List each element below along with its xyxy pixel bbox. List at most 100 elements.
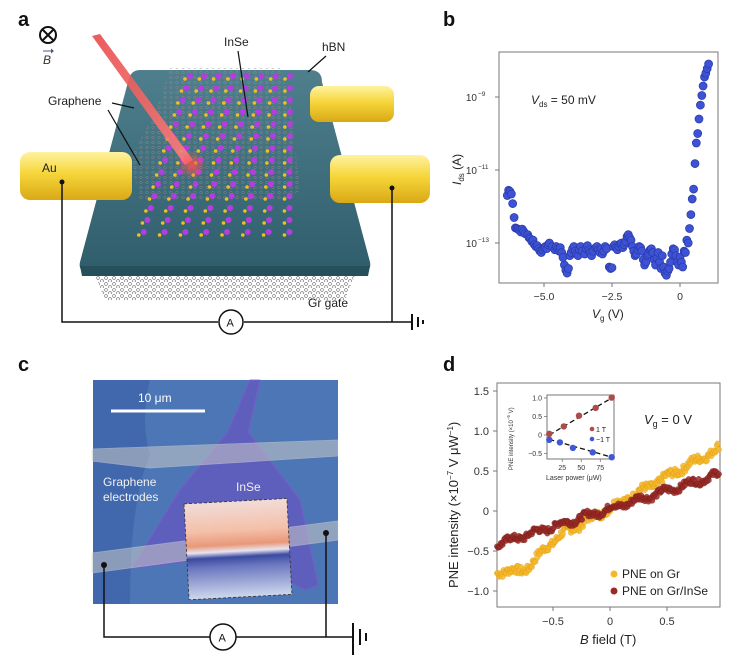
in-atom (225, 97, 232, 103)
in-atom (219, 133, 226, 139)
plot-d-frame (496, 382, 721, 608)
inset-x-tick-label: 25 (558, 465, 566, 472)
se-atom (267, 101, 272, 105)
se-atom (282, 173, 287, 177)
se-atom (254, 77, 259, 81)
inset-point-minus1t (608, 454, 615, 461)
se-atom (201, 221, 206, 225)
in-atom (187, 205, 194, 211)
se-atom (170, 185, 174, 189)
in-atom (211, 181, 218, 187)
se-atom (282, 149, 287, 153)
se-atom (229, 161, 234, 165)
se-atom (232, 137, 237, 141)
se-atom (245, 185, 249, 189)
plot-b-x-tick-label: −2.5 (602, 291, 623, 303)
se-atom (211, 77, 216, 81)
in-atom (165, 145, 172, 151)
hbn-edge (80, 266, 370, 276)
inset-legend-label-1t: 1 T (596, 427, 607, 434)
pne-gr-inse-point (579, 516, 586, 523)
inset-x-tick-label: 75 (596, 465, 604, 472)
plot-b-point (686, 210, 696, 219)
in-atom (201, 73, 208, 79)
plot-b-point (693, 129, 703, 138)
plot-b-point (694, 114, 704, 124)
se-atom (176, 101, 180, 105)
label-gr-gate: Gr gate (308, 296, 348, 310)
au-electrode-right-bottom (330, 155, 430, 203)
graphene-leader-line-1 (111, 102, 135, 109)
in-atom (249, 181, 255, 187)
plot-d-y-label: PNE intensity (×10−7 V μW−1) (446, 422, 461, 588)
label-hbn: hBN (322, 40, 345, 54)
in-atom (185, 217, 191, 223)
in-atom (200, 145, 207, 151)
in-atom (287, 73, 293, 79)
se-atom (196, 149, 201, 153)
plot-b-point (678, 262, 688, 272)
inset-point-minus1t (546, 436, 553, 443)
se-atom (186, 197, 190, 201)
legend-marker-gr (610, 570, 618, 578)
inset-y-label: PNE intensity (×10−5 V) (506, 407, 515, 470)
in-atom (251, 157, 258, 163)
inset-point-minus1t (569, 444, 577, 452)
in-atom (244, 73, 251, 79)
in-atom (228, 193, 235, 199)
hbn-leader-line (307, 55, 327, 73)
in-atom (162, 157, 169, 163)
se-atom (268, 77, 273, 81)
plot-b-point (685, 224, 694, 233)
se-atom (205, 197, 210, 201)
se-atom (282, 185, 287, 189)
in-atom (266, 205, 273, 211)
se-atom (223, 209, 227, 213)
se-atom (197, 77, 202, 81)
label-graphene-electrodes-1: Graphene (103, 475, 157, 489)
se-atom (241, 233, 245, 237)
se-atom (201, 125, 206, 129)
se-atom (266, 137, 270, 141)
panel-letter-b: b (443, 9, 455, 31)
label-inse-c: InSe (236, 480, 261, 494)
inset-y-tick-label: 0.5 (532, 414, 542, 421)
plot-d-annotation: Vg = 0 V (644, 412, 692, 429)
se-atom (231, 149, 235, 153)
plot-b-y-tick-label: 10 (466, 93, 478, 104)
se-atom (199, 233, 203, 237)
in-atom (234, 145, 241, 151)
inset-legend-marker-1t (589, 426, 595, 432)
se-atom (243, 209, 247, 213)
in-atom (286, 229, 293, 235)
in-atom (215, 157, 222, 163)
in-atom (286, 181, 293, 187)
se-atom (263, 197, 268, 201)
se-atom (167, 197, 171, 201)
se-atom (158, 161, 162, 165)
in-atom (286, 133, 293, 139)
se-atom (217, 125, 222, 129)
graphene-gate-lattice (95, 275, 355, 300)
inset-point-minus1t (556, 439, 564, 446)
label-graphene: Graphene (48, 94, 102, 108)
graphene-leader-line-2 (107, 109, 141, 166)
in-atom (147, 205, 154, 211)
in-atom (209, 193, 216, 199)
in-atom (213, 169, 220, 175)
ground-a-icon (411, 314, 424, 330)
inset-y-tick-label: 1.0 (532, 395, 542, 402)
se-atom (282, 209, 287, 213)
plot-b-frame (498, 51, 719, 284)
se-atom (283, 137, 287, 141)
in-atom (205, 121, 212, 127)
se-atom (226, 185, 230, 189)
field-label: B (43, 53, 51, 67)
plot-b-point (689, 184, 698, 194)
se-atom (206, 101, 211, 105)
se-atom (253, 89, 258, 93)
legend-label-gr-inse: PNE on Gr/InSe (622, 584, 708, 598)
plot-d-points (494, 440, 722, 580)
se-atom (215, 137, 220, 141)
plot-b-y-label: Ids (A) (450, 154, 466, 185)
